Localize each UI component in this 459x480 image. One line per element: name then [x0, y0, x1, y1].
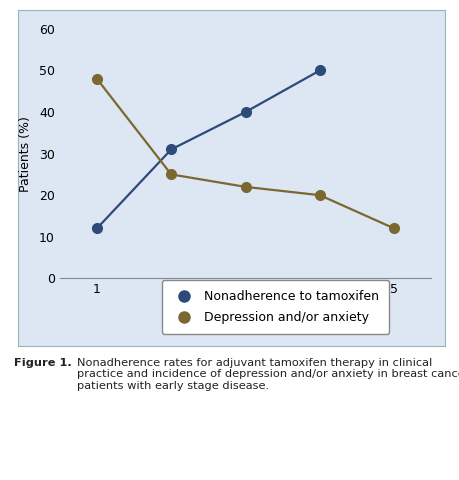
Y-axis label: Patients (%): Patients (%)	[19, 116, 32, 192]
Text: Nonadherence rates for adjuvant tamoxifen therapy in clinical
practice and incid: Nonadherence rates for adjuvant tamoxife…	[77, 358, 459, 391]
Text: Figure 1.: Figure 1.	[14, 358, 72, 368]
Legend: Nonadherence to tamoxifen, Depression and/or anxiety: Nonadherence to tamoxifen, Depression an…	[162, 280, 389, 334]
X-axis label: Years since diagnosis: Years since diagnosis	[171, 305, 320, 318]
